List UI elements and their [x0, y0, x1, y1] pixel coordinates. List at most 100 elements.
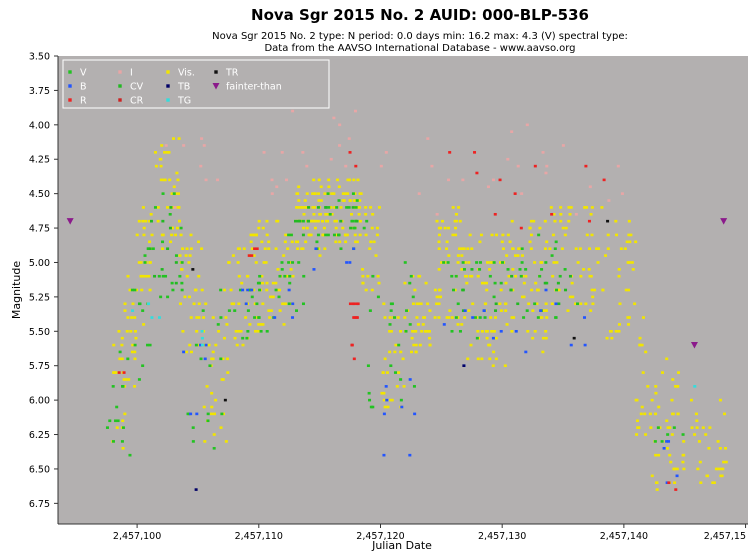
data-point-vis: [491, 261, 495, 264]
legend-swatch: [166, 98, 170, 102]
data-point-i: [447, 178, 451, 182]
data-point-vis: [261, 226, 265, 230]
data-point-vis: [142, 233, 146, 237]
data-point-r: [122, 371, 126, 374]
data-point-b: [204, 343, 208, 347]
data-point-vis: [438, 233, 442, 237]
data-point-vis: [253, 302, 257, 306]
data-point-vis: [411, 302, 415, 306]
data-point-vis: [321, 219, 325, 223]
data-point-vis: [527, 302, 531, 306]
data-point-vis: [354, 199, 358, 202]
x-tick-label: 2,457,140: [600, 531, 648, 542]
data-point-vis: [453, 288, 457, 292]
data-point-v: [540, 268, 544, 271]
data-point-vis: [161, 233, 165, 237]
data-point-cv: [296, 219, 300, 223]
data-point-v: [171, 288, 175, 292]
data-point-vis: [410, 336, 414, 340]
data-point-vis: [267, 309, 271, 312]
data-point-vis: [492, 350, 496, 354]
data-point-vis: [202, 316, 206, 319]
data-point-v: [146, 343, 150, 347]
data-point-vis: [676, 385, 680, 388]
data-point-vis: [458, 219, 462, 223]
data-point-vis: [188, 295, 192, 299]
data-point-vis: [498, 302, 502, 306]
data-point-vis: [485, 336, 489, 340]
chart-subtitle: Nova Sgr 2015 No. 2 type: N period: 0.0 …: [212, 31, 628, 42]
data-point-vis: [197, 316, 201, 319]
data-point-v: [180, 288, 184, 292]
data-point-vis: [150, 233, 154, 237]
data-point-vis: [189, 247, 193, 251]
data-point-r: [475, 171, 479, 175]
data-point-v: [137, 378, 141, 381]
data-point-i: [305, 164, 309, 168]
data-point-vis: [212, 433, 216, 436]
data-point-vis: [239, 329, 243, 333]
data-point-vis: [544, 329, 548, 333]
data-point-vis: [482, 281, 486, 285]
data-point-vis: [428, 343, 432, 347]
data-point-vis: [494, 233, 498, 237]
data-point-v: [287, 302, 291, 306]
data-point-v: [179, 226, 183, 230]
data-point-vis: [181, 247, 185, 251]
data-point-b: [273, 316, 277, 319]
data-point-b: [524, 350, 528, 354]
data-point-vis: [300, 219, 304, 223]
data-point-v: [458, 329, 462, 333]
data-point-vis: [504, 281, 508, 285]
data-point-vis: [582, 268, 586, 271]
data-point-vis: [614, 329, 618, 333]
data-point-vis: [267, 240, 271, 244]
data-point-cv: [324, 206, 328, 209]
data-point-vis: [559, 212, 563, 216]
data-point-vis: [133, 329, 137, 333]
legend-frame: [62, 59, 330, 109]
data-point-vis: [395, 385, 399, 388]
data-point-vis: [492, 329, 496, 333]
data-point-vis: [480, 357, 484, 361]
data-point-vis: [207, 343, 211, 347]
data-point-vis: [226, 371, 230, 374]
data-point-vis: [321, 233, 325, 237]
data-point-vis: [491, 364, 495, 368]
data-point-vis: [416, 323, 420, 326]
data-point-vis: [159, 164, 163, 168]
data-point-vis: [559, 206, 563, 209]
data-point-vis: [304, 240, 308, 244]
data-point-vis: [133, 316, 137, 319]
data-point-tg: [131, 309, 135, 312]
data-point-v: [128, 453, 132, 457]
data-point-vis: [629, 233, 633, 237]
data-point-b: [345, 261, 349, 264]
data-point-v: [297, 261, 301, 264]
data-point-vis: [313, 206, 317, 209]
data-point-vis: [350, 212, 354, 216]
data-point-i: [545, 164, 549, 168]
data-point-vis: [257, 226, 261, 230]
data-point-v: [246, 329, 250, 333]
data-point-vis: [297, 206, 301, 209]
data-point-vis: [296, 247, 300, 251]
data-point-b: [348, 261, 352, 264]
data-point-v: [462, 268, 466, 271]
data-point-vis: [724, 446, 728, 450]
data-point-v: [157, 274, 161, 278]
data-point-vis: [479, 233, 483, 237]
data-point-v: [454, 316, 458, 319]
legend-label: CV: [130, 82, 144, 93]
data-point-vis: [121, 446, 125, 450]
data-point-i: [588, 185, 592, 189]
data-point-vis: [456, 323, 460, 326]
data-point-vis: [467, 261, 471, 264]
data-point-vis: [566, 309, 570, 312]
data-point-vis: [123, 309, 127, 312]
data-point-vis: [627, 233, 631, 237]
y-tick-label: 4.50: [29, 189, 50, 200]
data-point-v: [277, 295, 281, 299]
data-point-vis: [229, 288, 233, 292]
data-point-vis: [551, 274, 555, 278]
